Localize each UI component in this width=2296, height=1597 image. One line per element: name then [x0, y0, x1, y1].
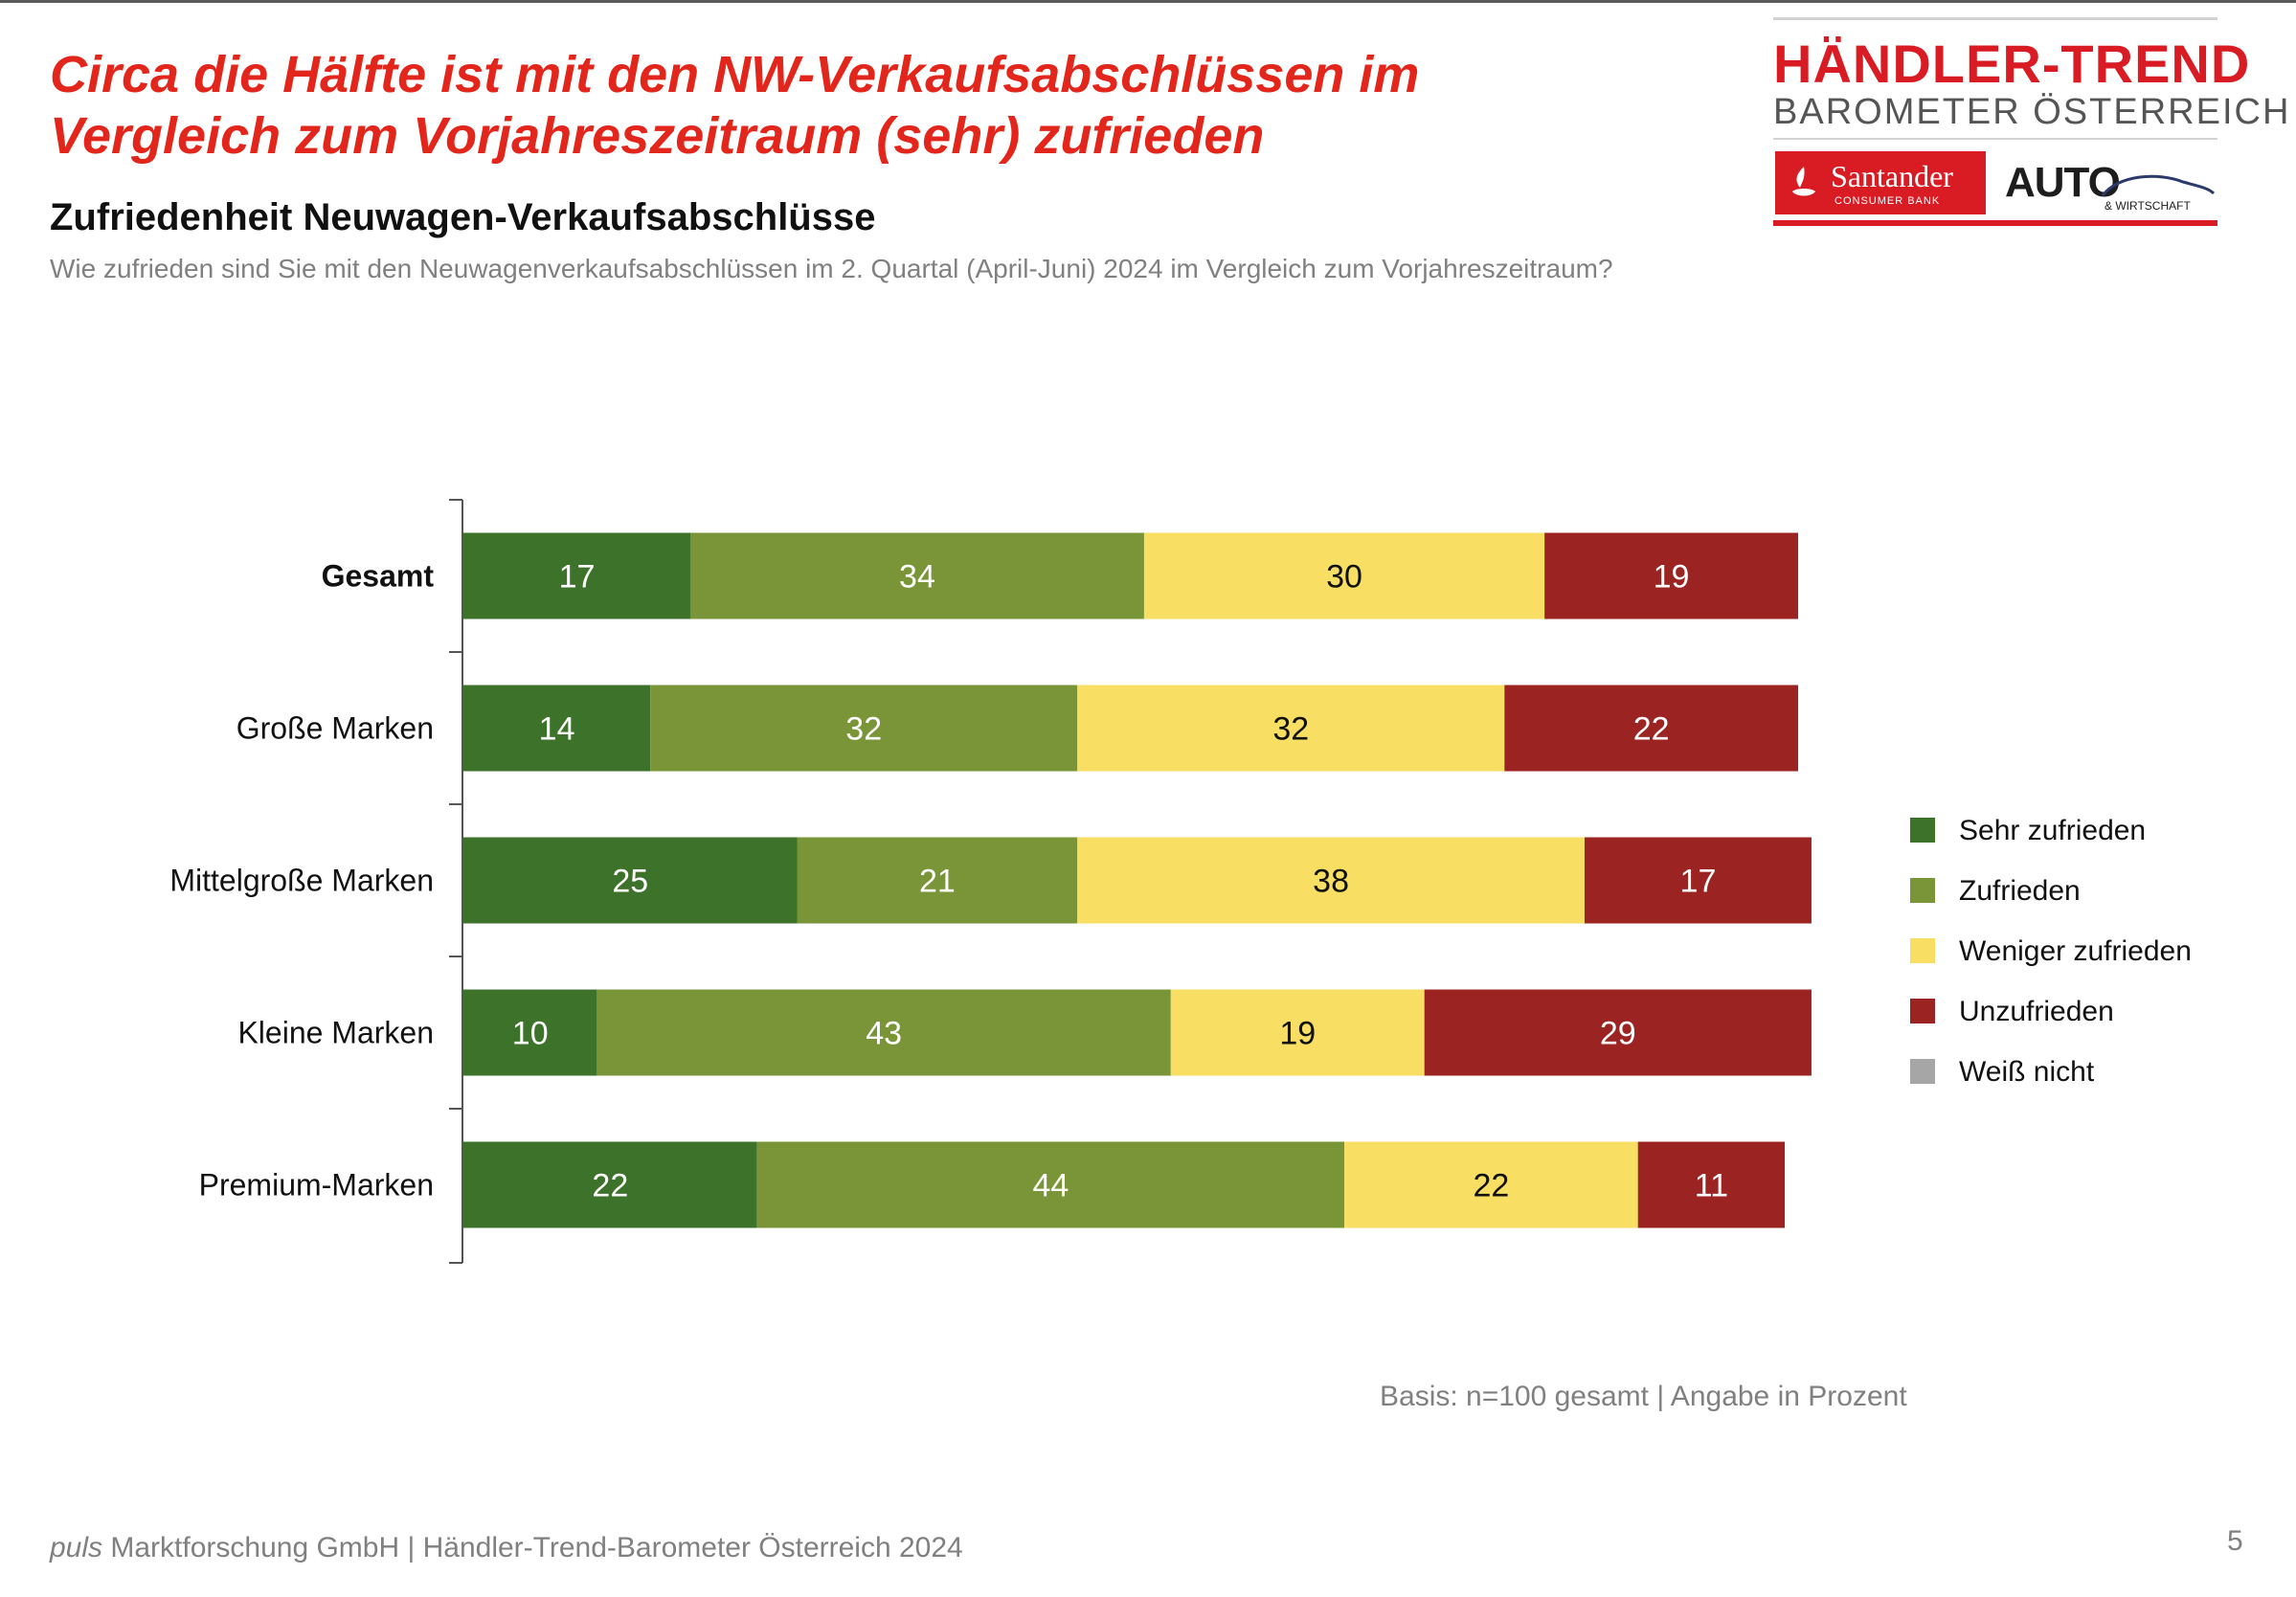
- category-label: Gesamt: [322, 559, 435, 594]
- bar-value-label: 43: [866, 1016, 902, 1052]
- legend-label: Sehr zufrieden: [1959, 815, 2147, 846]
- bar-value-label: 29: [1600, 1016, 1636, 1052]
- auto-wirtschaft-logo: AUTO & WIRTSCHAFT: [2005, 151, 2217, 214]
- auto-sub: & WIRTSCHAFT: [2105, 199, 2191, 213]
- bar-segment: [756, 1141, 1345, 1228]
- legend-label: Unzufrieden: [1959, 996, 2114, 1027]
- bar-segment: [463, 1141, 757, 1228]
- auto-word: AUTO: [2005, 159, 2121, 206]
- legend-swatch: [1910, 938, 1935, 963]
- bar-segment: [1637, 1141, 1786, 1228]
- bar-segment: [597, 989, 1171, 1076]
- legend-swatch: [1910, 999, 1935, 1023]
- bar-segment: [463, 989, 597, 1076]
- category-label: Mittelgroße Marken: [169, 864, 434, 898]
- bar-value-label: 32: [845, 711, 882, 748]
- bar-segment: [463, 837, 798, 924]
- santander-name: Santander: [1831, 159, 1953, 193]
- legend-label: Weiß nicht: [1959, 1056, 2095, 1088]
- legend-swatch: [1910, 1059, 1935, 1084]
- legend-swatch: [1910, 818, 1935, 843]
- basis-note: Basis: n=100 gesamt | Angabe in Prozent: [1380, 1381, 1907, 1412]
- bar-segment: [1504, 685, 1798, 772]
- footer-company: puls: [50, 1532, 103, 1563]
- legend-label: Zufrieden: [1959, 875, 2081, 907]
- survey-question: Wie zufrieden sind Sie mit den Neuwagenv…: [50, 254, 1613, 283]
- bar-segment: [463, 532, 690, 619]
- logo-title: HÄNDLER-TREND: [1773, 34, 2251, 94]
- bar-segment: [1170, 989, 1425, 1076]
- bar-value-label: 38: [1313, 864, 1349, 900]
- bar-value-label: 22: [1473, 1168, 1509, 1204]
- bar-value-label: 34: [899, 559, 935, 596]
- top-rule: [0, 0, 2296, 3]
- logo-subtitle: BAROMETER ÖSTERREICH: [1773, 92, 2291, 132]
- bar-value-label: 44: [1032, 1168, 1069, 1204]
- bar-value-label: 22: [592, 1168, 628, 1204]
- haendler-trend-logo: HÄNDLER-TREND BAROMETER ÖSTERREICH Santa…: [1773, 17, 2291, 226]
- logo-divider: [1773, 138, 2217, 140]
- bar-value-label: 14: [539, 711, 575, 748]
- legend-label: Weniger zufrieden: [1959, 935, 2192, 967]
- bar-value-label: 10: [512, 1016, 549, 1052]
- category-label: Große Marken: [236, 711, 434, 746]
- category-label: Kleine Marken: [237, 1016, 434, 1050]
- santander-logo: Santander CONSUMER BANK: [1775, 151, 1986, 214]
- headline-line-2: Vergleich zum Vorjahreszeitraum (sehr) z…: [50, 107, 1265, 165]
- logo-frame-top: [1773, 17, 2217, 20]
- bar-segment: [650, 685, 1078, 772]
- logo-frame-bottom: [1773, 220, 2217, 226]
- bar-value-label: 25: [612, 864, 648, 900]
- bar-value-label: 17: [559, 559, 596, 596]
- bar-value-label: 19: [1654, 559, 1690, 596]
- bar-value-label: 11: [1695, 1168, 1728, 1204]
- bar-segment: [1344, 1141, 1638, 1228]
- stacked-bar-chart: Gesamt 17 34 30 19 Große Marken 14 32 32 22 Mittel…: [169, 499, 1812, 1264]
- bar-segment: [1077, 837, 1585, 924]
- footer-text: Marktforschung GmbH | Händler-Trend-Baro…: [102, 1532, 963, 1563]
- bar-segment: [689, 532, 1144, 619]
- headline-line-1: Circa die Hälfte ist mit den NW-Verkaufs…: [50, 46, 1420, 103]
- bar-value-label: 19: [1279, 1016, 1316, 1052]
- bar-value-label: 32: [1272, 711, 1309, 748]
- bar-value-label: 21: [919, 864, 956, 900]
- bar-segment: [797, 837, 1078, 924]
- legend-swatch: [1910, 878, 1935, 903]
- category-label: Premium-Marken: [199, 1168, 434, 1203]
- car-swoosh-icon: [2101, 174, 2216, 196]
- chart-subtitle: Zufriedenheit Neuwagen-Verkaufsabschlüss…: [50, 196, 876, 238]
- headline: Circa die Hälfte ist mit den NW-Verkaufs…: [50, 44, 1677, 167]
- bar-segment: [463, 685, 651, 772]
- santander-bank: CONSUMER BANK: [1835, 195, 1941, 207]
- bar-segment: [1584, 837, 1812, 924]
- flame-icon: [1792, 167, 1815, 196]
- page-number: 5: [2227, 1525, 2243, 1557]
- bar-segment: [1143, 532, 1545, 619]
- bar-value-label: 17: [1680, 864, 1717, 900]
- bar-segment: [1424, 989, 1812, 1076]
- bar-value-label: 30: [1326, 559, 1362, 596]
- bar-segment: [1077, 685, 1505, 772]
- footer: puls Marktforschung GmbH | Händler-Trend…: [50, 1532, 963, 1564]
- bar-value-label: 22: [1633, 711, 1670, 748]
- bar-segment: [1544, 532, 1798, 619]
